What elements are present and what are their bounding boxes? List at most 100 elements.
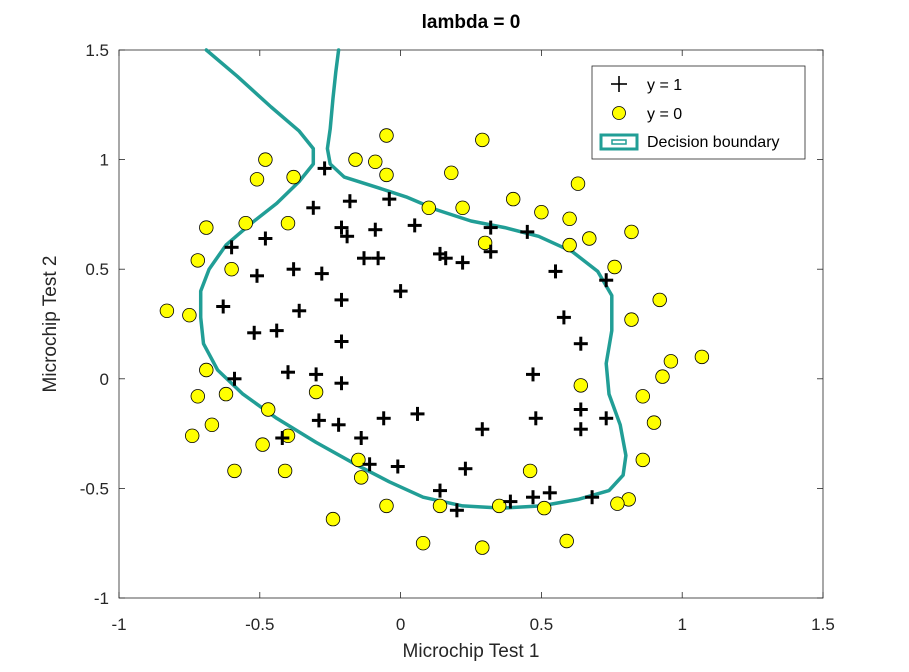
data-point-positive xyxy=(573,402,588,417)
data-point-negative xyxy=(258,152,273,167)
data-point-positive xyxy=(334,292,349,307)
data-point-positive xyxy=(475,422,490,437)
y-tick-label: -0.5 xyxy=(80,479,109,498)
data-point-positive xyxy=(393,284,408,299)
data-point-negative xyxy=(249,172,265,187)
data-point-negative xyxy=(559,533,574,549)
data-point-negative xyxy=(280,215,296,231)
data-point-positive xyxy=(410,406,425,421)
data-point-positive xyxy=(258,231,273,246)
data-point-positive xyxy=(483,220,498,235)
data-point-positive xyxy=(376,411,391,426)
data-point-negative xyxy=(573,378,589,393)
data-point-positive xyxy=(573,422,588,437)
legend-circle-icon xyxy=(612,106,626,120)
data-point-negative xyxy=(255,437,270,452)
data-point-positive xyxy=(227,371,242,386)
data-point-positive xyxy=(269,323,284,338)
data-point-negative xyxy=(663,354,679,369)
data-point-positive xyxy=(331,417,346,432)
data-point-negative xyxy=(455,200,470,216)
data-point-negative xyxy=(182,308,197,323)
data-point-negative xyxy=(379,128,394,143)
data-point-negative xyxy=(646,415,662,430)
data-point-negative xyxy=(368,154,383,170)
data-point-positive xyxy=(528,411,543,426)
data-point-negative xyxy=(348,152,363,167)
data-point-negative xyxy=(286,169,301,185)
data-point-positive xyxy=(407,218,422,233)
legend-label-negative: y = 0 xyxy=(647,106,682,123)
data-point-negative xyxy=(624,224,639,240)
data-point-negative xyxy=(238,215,253,231)
data-point-negative xyxy=(694,349,710,365)
data-point-positive xyxy=(334,334,349,349)
x-tick-label: 0.5 xyxy=(530,615,554,634)
data-point-negative xyxy=(204,417,220,433)
data-point-positive xyxy=(275,431,290,445)
data-point-negative xyxy=(492,498,507,514)
data-point-positive xyxy=(247,325,262,340)
y-tick-label: 1.5 xyxy=(85,41,109,60)
data-point-positive xyxy=(306,200,321,215)
data-point-negative xyxy=(444,165,459,181)
data-point-negative xyxy=(562,237,577,253)
legend-label-boundary: Decision boundary xyxy=(647,134,780,151)
legend-box xyxy=(591,65,806,160)
data-point-negative xyxy=(218,386,234,402)
data-point-negative xyxy=(379,167,394,183)
legend-plus-icon xyxy=(611,76,627,92)
data-point-negative xyxy=(534,204,549,220)
chart-title: lambda = 0 xyxy=(422,12,521,33)
data-point-negative xyxy=(570,176,586,191)
data-point-negative xyxy=(562,211,577,227)
legend-boundary-icon xyxy=(599,133,639,151)
data-point-negative xyxy=(351,452,366,468)
data-point-positive xyxy=(371,251,386,266)
data-point-negative xyxy=(475,132,490,148)
decision-boundary-layer xyxy=(198,48,628,510)
data-point-negative xyxy=(277,463,293,479)
data-point-negative xyxy=(522,463,538,479)
data-point-positive xyxy=(216,299,231,314)
data-point-positive xyxy=(357,251,371,266)
legend: y = 1 y = 0 Decision boundary xyxy=(591,65,806,160)
data-point-positive xyxy=(317,161,332,176)
data-point-positive xyxy=(354,431,369,445)
x-tick-label: 0 xyxy=(396,615,405,634)
data-point-positive xyxy=(368,222,383,237)
y-tick-label: 0.5 xyxy=(85,260,109,279)
axes: -1 -0.5 0 0.5 1 1.5 -1 -0.5 0 0.5 1 1.5 xyxy=(80,41,835,634)
data-point-positive xyxy=(250,268,264,283)
y-tick-label: -1 xyxy=(94,589,109,608)
data-point-negative xyxy=(199,362,214,378)
data-point-positive xyxy=(286,262,301,277)
data-point-positive xyxy=(542,485,557,500)
y-tick-label: 1 xyxy=(100,151,109,170)
data-point-positive xyxy=(334,376,349,391)
positive-points-layer xyxy=(216,161,614,518)
data-point-negative xyxy=(184,428,200,444)
data-point-negative xyxy=(190,253,206,268)
decision-boundary-path xyxy=(198,48,628,510)
data-point-positive xyxy=(340,229,355,244)
data-point-negative xyxy=(308,384,324,400)
data-point-positive xyxy=(458,461,473,476)
x-tick-label: -1 xyxy=(111,615,126,634)
data-point-negative xyxy=(477,235,493,251)
data-point-negative xyxy=(190,389,206,404)
data-point-positive xyxy=(314,266,329,281)
x-tick-label: 1 xyxy=(677,615,686,634)
data-point-positive xyxy=(503,494,518,509)
data-point-negative xyxy=(624,312,639,327)
x-tick-label: -0.5 xyxy=(245,615,274,634)
data-point-positive xyxy=(449,503,464,518)
data-point-positive xyxy=(438,251,453,266)
negative-points-layer xyxy=(159,128,710,555)
data-point-positive xyxy=(548,264,563,279)
data-point-negative xyxy=(432,498,448,514)
data-point-negative xyxy=(159,303,175,319)
data-point-positive xyxy=(556,310,571,325)
data-point-negative xyxy=(610,496,625,511)
data-point-negative xyxy=(652,292,667,308)
